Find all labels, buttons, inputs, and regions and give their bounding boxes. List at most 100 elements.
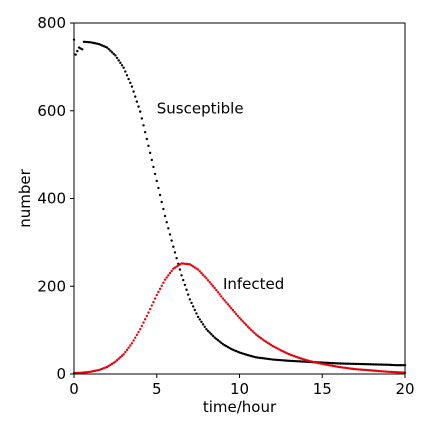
data-point [162, 207, 165, 211]
data-point [186, 293, 190, 296]
data-point [254, 333, 258, 336]
data-point [162, 281, 165, 284]
data-point [236, 314, 240, 318]
data-point [216, 339, 220, 342]
data-point [220, 341, 223, 345]
data-point [397, 364, 400, 367]
data-point [175, 256, 178, 260]
data-point [180, 274, 183, 277]
data-point [200, 320, 203, 324]
data-point [130, 85, 134, 88]
data-point [203, 325, 206, 328]
data-point [211, 284, 215, 288]
data-point [225, 301, 228, 304]
data-point [107, 47, 110, 51]
data-point [198, 318, 201, 321]
data-point [122, 66, 125, 69]
data-point [228, 305, 231, 308]
data-point [142, 124, 145, 127]
data-point [119, 61, 122, 65]
data-point [230, 306, 233, 310]
data-point [205, 328, 208, 331]
data-point [210, 282, 213, 286]
data-point [400, 364, 403, 367]
data-point [223, 299, 226, 302]
data-point [168, 233, 172, 236]
data-point [127, 77, 130, 81]
data-point [148, 307, 152, 311]
data-point [244, 323, 248, 327]
data-point [170, 239, 173, 242]
data-point [114, 54, 117, 57]
data-point [115, 359, 119, 362]
data-point [112, 52, 115, 56]
data-point [119, 356, 122, 359]
data-point [248, 326, 251, 330]
data-point [152, 300, 155, 304]
data-point [132, 339, 135, 342]
data-point [129, 344, 132, 347]
data-point [165, 220, 168, 224]
data-point [206, 279, 210, 282]
annotation-infected: Infected [223, 275, 284, 293]
y-tick-label: 800 [37, 14, 66, 32]
data-point [81, 48, 84, 51]
data-point [238, 316, 241, 320]
data-point [147, 311, 150, 314]
data-point [137, 330, 140, 334]
data-point [139, 328, 142, 331]
data-point [109, 49, 112, 52]
data-point [178, 268, 182, 271]
data-point [395, 364, 398, 367]
data-point [233, 310, 236, 314]
data-point [105, 46, 109, 49]
data-point [129, 81, 132, 85]
x-tick-label: 5 [152, 380, 162, 398]
data-point [135, 333, 139, 337]
data-point [153, 297, 157, 300]
data-point [134, 95, 137, 98]
data-point [170, 269, 173, 273]
data-point [196, 268, 200, 271]
data-point [253, 331, 256, 335]
data-point [218, 340, 221, 343]
data-point [191, 305, 195, 308]
data-point [158, 193, 162, 197]
data-point [195, 312, 198, 315]
data-point [201, 273, 205, 277]
data-point [200, 271, 203, 275]
data-point [132, 90, 135, 93]
data-point [172, 245, 175, 248]
y-tick-label: 200 [37, 277, 66, 295]
data-point [259, 337, 263, 340]
data-point [210, 333, 213, 336]
data-point [398, 364, 402, 367]
data-point [140, 117, 144, 120]
y-tick-label: 400 [37, 190, 66, 208]
data-point [143, 318, 147, 321]
annotation-susceptible: Susceptible [157, 100, 244, 118]
data-point [190, 301, 193, 305]
y-axis-label: number [16, 168, 34, 227]
data-point [74, 53, 77, 56]
data-point [125, 74, 129, 77]
data-point [117, 357, 120, 360]
x-ticks: 0 5 10 15 20 [69, 374, 415, 398]
data-point [188, 298, 192, 301]
data-point [137, 105, 140, 108]
data-point [249, 328, 253, 331]
data-point [203, 275, 206, 278]
data-point [258, 335, 261, 339]
y-tick-label: 600 [37, 102, 66, 120]
data-point [157, 290, 160, 294]
data-point [122, 353, 125, 356]
y-ticks: 0 200 400 600 800 [37, 14, 74, 383]
x-tick-label: 15 [313, 380, 332, 398]
data-point [167, 274, 170, 277]
data-point [213, 336, 216, 339]
data-point [153, 172, 157, 176]
data-point [215, 288, 218, 292]
data-point [193, 308, 197, 312]
data-point [215, 337, 218, 341]
data-point [234, 312, 238, 316]
